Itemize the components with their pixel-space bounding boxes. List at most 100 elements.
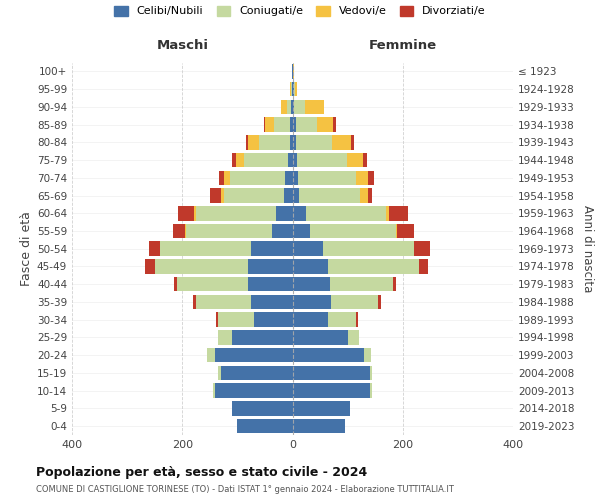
Bar <box>145 259 155 274</box>
Bar <box>272 224 293 238</box>
Text: Popolazione per età, sesso e stato civile - 2024: Popolazione per età, sesso e stato civil… <box>36 466 367 479</box>
Bar <box>332 135 351 150</box>
Bar <box>293 384 370 398</box>
Bar <box>305 100 325 114</box>
Bar <box>248 259 293 274</box>
Bar <box>210 188 221 203</box>
Bar <box>293 294 331 309</box>
Bar <box>173 224 185 238</box>
Bar <box>293 401 350 415</box>
Bar <box>193 294 196 309</box>
Bar <box>293 170 298 185</box>
Bar <box>224 188 284 203</box>
Bar <box>207 348 215 362</box>
Bar <box>397 224 414 238</box>
Bar <box>333 118 336 132</box>
Bar <box>251 242 293 256</box>
Bar <box>310 224 395 238</box>
Bar <box>218 366 221 380</box>
Bar <box>293 153 297 168</box>
Bar <box>186 224 272 238</box>
Bar <box>306 206 386 220</box>
Bar <box>293 330 347 344</box>
Bar <box>248 135 259 150</box>
Bar <box>419 259 428 274</box>
Bar <box>230 170 286 185</box>
Text: COMUNE DI CASTIGLIONE TORINESE (TO) - Dati ISTAT 1° gennaio 2024 - Elaborazione : COMUNE DI CASTIGLIONE TORINESE (TO) - Da… <box>36 485 454 494</box>
Bar <box>293 277 330 291</box>
Bar <box>244 153 288 168</box>
Bar <box>218 330 232 344</box>
Bar <box>248 277 293 291</box>
Bar <box>284 188 293 203</box>
Bar <box>246 135 248 150</box>
Bar <box>194 206 196 220</box>
Y-axis label: Anni di nascita: Anni di nascita <box>581 205 594 292</box>
Bar <box>221 188 224 203</box>
Bar <box>328 259 419 274</box>
Bar <box>238 419 293 434</box>
Bar <box>215 384 293 398</box>
Bar <box>232 153 236 168</box>
Bar <box>287 100 292 114</box>
Bar <box>293 242 323 256</box>
Bar <box>296 135 332 150</box>
Bar <box>276 206 293 220</box>
Bar <box>185 224 186 238</box>
Bar <box>217 312 218 327</box>
Bar <box>414 242 430 256</box>
Bar <box>386 206 389 220</box>
Bar <box>378 294 381 309</box>
Bar <box>293 419 345 434</box>
Bar <box>323 242 414 256</box>
Bar <box>293 100 294 114</box>
Bar <box>296 118 317 132</box>
Bar <box>232 401 293 415</box>
Bar <box>251 294 293 309</box>
Bar <box>293 64 294 78</box>
Bar <box>298 170 356 185</box>
Bar <box>294 100 305 114</box>
Bar <box>347 330 359 344</box>
Bar <box>293 188 299 203</box>
Bar <box>236 153 244 168</box>
Bar <box>370 366 373 380</box>
Bar <box>360 188 368 203</box>
Bar <box>291 82 292 96</box>
Bar <box>292 100 293 114</box>
Bar <box>356 170 368 185</box>
Bar <box>288 153 293 168</box>
Bar <box>295 82 298 96</box>
Bar <box>232 330 293 344</box>
Bar <box>395 224 397 238</box>
Bar <box>224 170 230 185</box>
Y-axis label: Fasce di età: Fasce di età <box>20 212 33 286</box>
Bar <box>196 206 276 220</box>
Bar <box>328 312 356 327</box>
Bar <box>368 188 373 203</box>
Bar <box>274 118 290 132</box>
Bar <box>281 100 287 114</box>
Bar <box>259 135 290 150</box>
Bar <box>293 118 296 132</box>
Bar <box>317 118 333 132</box>
Bar <box>215 348 293 362</box>
Bar <box>293 135 296 150</box>
Text: Maschi: Maschi <box>156 39 208 52</box>
Bar <box>370 384 373 398</box>
Text: Femmine: Femmine <box>368 39 437 52</box>
Bar <box>196 294 251 309</box>
Bar <box>293 82 295 96</box>
Bar <box>389 206 408 220</box>
Bar <box>293 312 328 327</box>
Bar <box>212 384 215 398</box>
Bar <box>293 224 310 238</box>
Bar <box>290 118 293 132</box>
Bar <box>297 153 347 168</box>
Bar <box>364 348 371 362</box>
Bar <box>330 277 394 291</box>
Bar <box>221 366 293 380</box>
Bar <box>177 277 248 291</box>
Bar <box>155 259 248 274</box>
Bar <box>218 312 254 327</box>
